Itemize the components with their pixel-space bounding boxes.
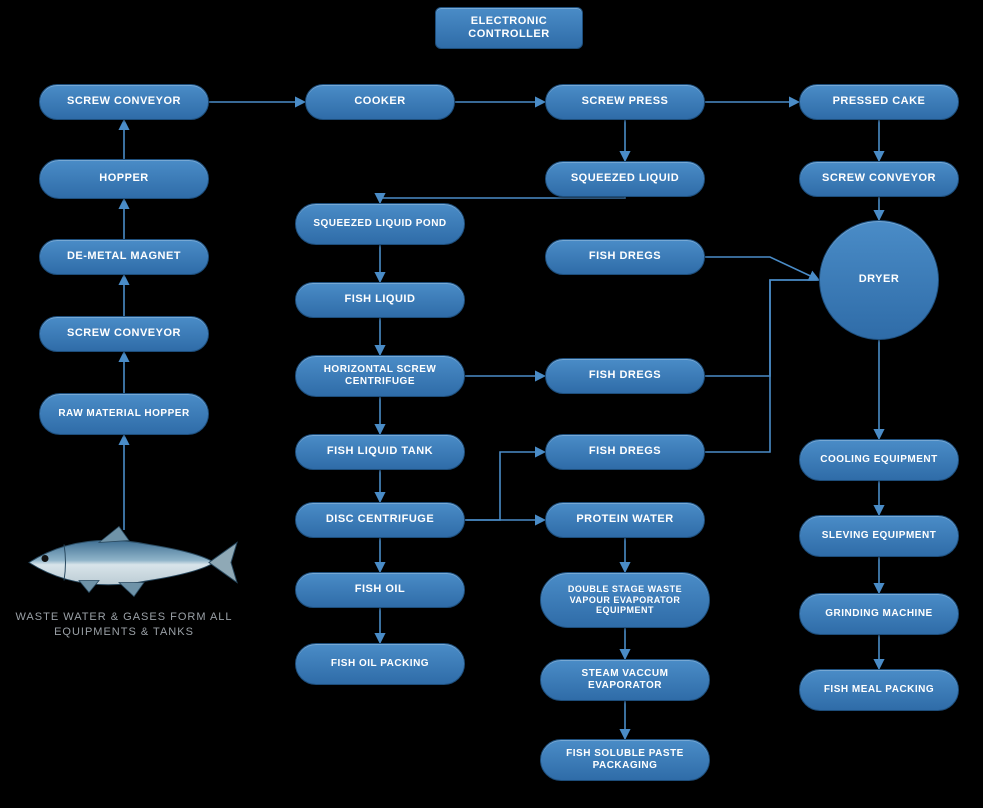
node-fsp: FISH SOLUBLE PASTE PACKAGING <box>540 739 710 781</box>
node-fo: FISH OIL <box>295 572 465 608</box>
fish-image <box>9 523 239 608</box>
edge <box>705 280 819 376</box>
node-fd2: FISH DREGS <box>545 358 705 394</box>
node-pc: PRESSED CAKE <box>799 84 959 120</box>
node-ck: COOKER <box>305 84 455 120</box>
node-ec: ELECTRONIC CONTROLLER <box>435 7 583 49</box>
node-pw: PROTEIN WATER <box>545 502 705 538</box>
edge <box>705 257 819 280</box>
node-gm: GRINDING MACHINE <box>799 593 959 635</box>
node-ds: DOUBLE STAGE WASTE VAPOUR EVAPORATOR EQU… <box>540 572 710 628</box>
node-flt: FISH LIQUID TANK <box>295 434 465 470</box>
node-hsc: HORIZONTAL SCREW CENTRIFUGE <box>295 355 465 397</box>
node-hp: HOPPER <box>39 159 209 199</box>
edge <box>705 280 819 452</box>
node-sc2: SCREW CONVEYOR <box>799 161 959 197</box>
node-fmp: FISH MEAL PACKING <box>799 669 959 711</box>
waste-caption: WASTE WATER & GASES FORM ALL EQUIPMENTS … <box>14 610 234 641</box>
node-dry: DRYER <box>819 220 939 340</box>
node-slp: SQUEEZED LIQUID POND <box>295 203 465 245</box>
node-sc1: SCREW CONVEYOR <box>39 84 209 120</box>
node-fd3: FISH DREGS <box>545 434 705 470</box>
node-sp: SCREW PRESS <box>545 84 705 120</box>
node-sc3: SCREW CONVEYOR <box>39 316 209 352</box>
node-se: SLEVING EQUIPMENT <box>799 515 959 557</box>
node-ce: COOLING EQUIPMENT <box>799 439 959 481</box>
node-dm: DE-METAL MAGNET <box>39 239 209 275</box>
node-rmh: RAW MATERIAL HOPPER <box>39 393 209 435</box>
node-fop: FISH OIL PACKING <box>295 643 465 685</box>
node-dc: DISC CENTRIFUGE <box>295 502 465 538</box>
node-sl: SQUEEZED LIQUID <box>545 161 705 197</box>
node-fl: FISH LIQUID <box>295 282 465 318</box>
node-sv: STEAM VACCUM EVAPORATOR <box>540 659 710 701</box>
edge <box>465 452 545 520</box>
node-fd1: FISH DREGS <box>545 239 705 275</box>
